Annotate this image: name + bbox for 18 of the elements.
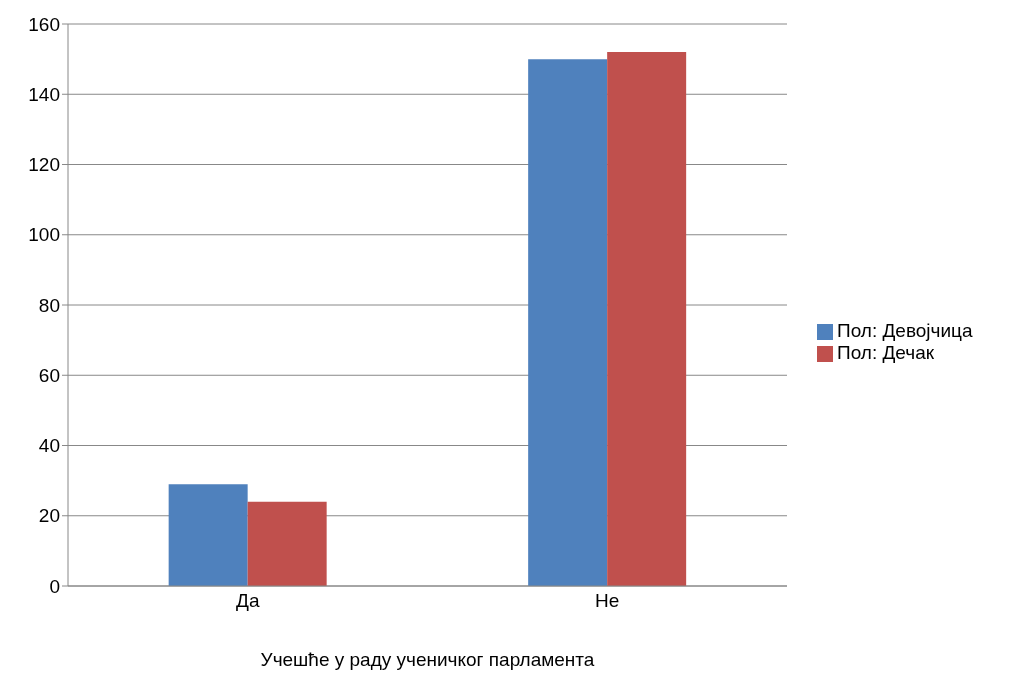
y-tick-label: 40 xyxy=(38,435,60,457)
x-tick-label: Да xyxy=(236,590,260,612)
y-tick-label: 0 xyxy=(49,575,60,597)
y-tick-label: 140 xyxy=(28,84,60,105)
bar xyxy=(168,484,248,586)
x-tick-label: Не xyxy=(595,590,620,612)
y-tick-label: 80 xyxy=(38,294,60,316)
y-tick-label: 160 xyxy=(28,13,60,35)
legend-label: Пол: Дечак xyxy=(837,342,935,363)
y-tick-label: 120 xyxy=(28,154,60,176)
y-tick-label: 60 xyxy=(38,364,60,386)
legend-label: Пол: Девојчица xyxy=(837,320,973,341)
bar xyxy=(528,59,608,586)
x-axis-title: Учешће у раду ученичког парламента xyxy=(260,649,595,670)
y-tick-label: 100 xyxy=(28,224,60,246)
y-tick-label: 20 xyxy=(38,505,60,527)
bar xyxy=(607,52,687,586)
bar xyxy=(247,501,327,586)
